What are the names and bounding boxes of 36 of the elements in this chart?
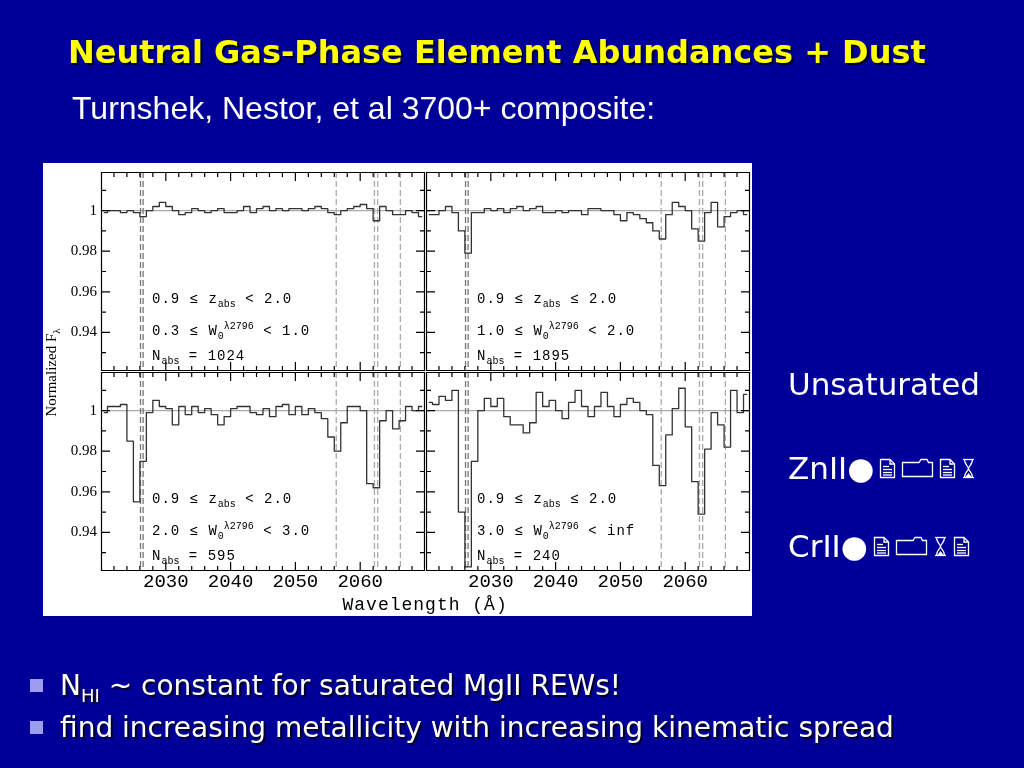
text: Turnshek, Nestor, et al 3700+ composite:	[72, 89, 656, 127]
y-tick-label: 0.94	[70, 523, 98, 540]
y-tick-label: 1	[89, 401, 97, 418]
y-tick-label: 1	[89, 201, 97, 218]
y-tick-label: 0.96	[70, 482, 98, 499]
annotation: 0.9 ≤ z$_{abs}$ ≤ 2.0	[477, 491, 618, 510]
x-tick-label: 2050	[597, 571, 644, 594]
annotation: N$_{abs}$ = 240	[477, 548, 561, 567]
x-tick-label: 2060	[337, 571, 383, 594]
x-tick-label: 2040	[207, 571, 254, 594]
y-tick-label: 0.94	[70, 323, 98, 340]
x-axis-title: Wavelength (Å)	[342, 595, 508, 615]
x-tick-label: 2060	[662, 571, 708, 594]
text: find increasing metallicity with increasing kinematic spread	[60, 711, 894, 745]
annotation: 0.9 ≤ z$_{abs}$ < 2.0	[152, 491, 293, 510]
x-tick-label: 2050	[272, 571, 319, 594]
annotation: 0.3 ≤ W$_{0}$$^{λ2796}$ < 1.0	[152, 321, 311, 342]
y-tick-label: 0.98	[70, 442, 97, 459]
y-tick-label: 0.96	[70, 282, 98, 299]
y-tick-label: 0.98	[70, 242, 97, 259]
annotation: 1.0 ≤ W$_{0}$$^{λ2796}$ < 2.0	[477, 321, 636, 342]
x-tick-label: 2040	[532, 571, 579, 594]
text: Unsaturated	[788, 365, 980, 403]
x-tick-label: 2030	[468, 571, 514, 594]
annotation: 2.0 ≤ W$_{0}$$^{λ2796}$ < 3.0	[152, 521, 311, 542]
annotation: 0.9 ≤ z$_{abs}$ < 2.0	[152, 291, 293, 310]
annotation: N$_{abs}$ = 595	[152, 548, 236, 567]
annotation: N$_{abs}$ = 1024	[152, 348, 246, 367]
text: CrII●	[788, 527, 868, 565]
text: ZnII●	[788, 449, 875, 487]
annotation: N$_{abs}$ = 1895	[477, 348, 571, 367]
text: N$_{HI}$ ~ constant for saturated MgII REWs!	[60, 669, 622, 706]
text: Neutral Gas-Phase Element Abundances + Dust	[68, 33, 926, 71]
annotation: 3.0 ≤ W$_{0}$$^{λ2796}$ < inf	[477, 521, 636, 542]
x-tick-label: 2030	[143, 571, 189, 594]
annotation: 0.9 ≤ z$_{abs}$ ≤ 2.0	[477, 291, 618, 310]
